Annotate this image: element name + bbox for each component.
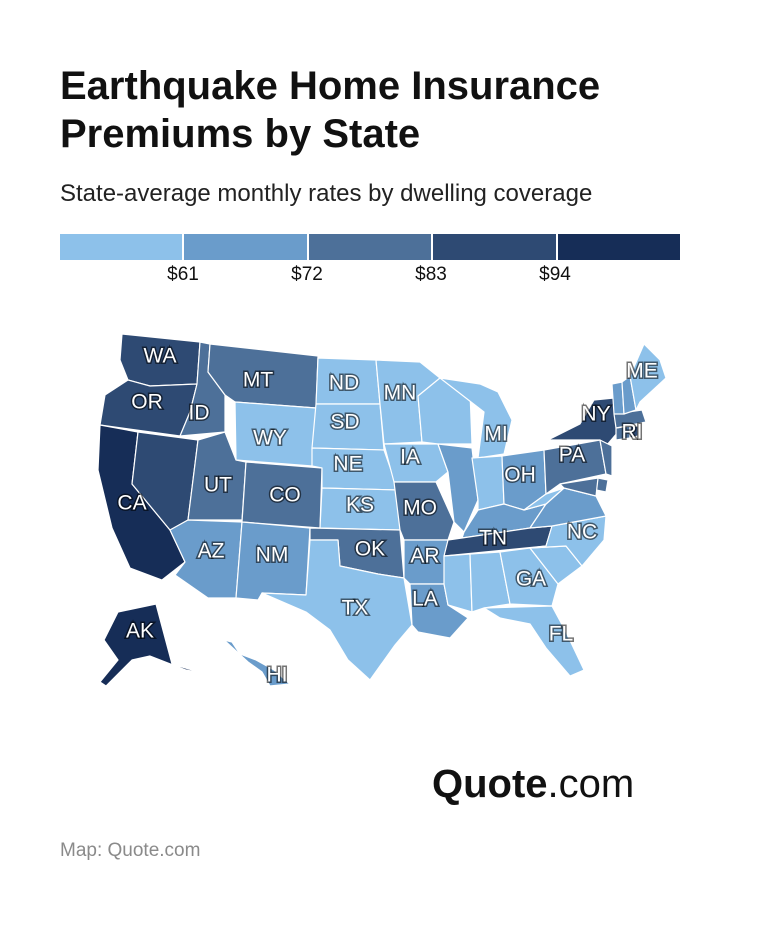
label-pa: PA bbox=[559, 444, 585, 467]
label-oh: OH bbox=[504, 464, 536, 487]
label-wy: WY bbox=[253, 427, 287, 450]
label-ga: GA bbox=[516, 568, 546, 591]
state-al[interactable] bbox=[469, 551, 511, 613]
label-tx: TX bbox=[342, 597, 369, 620]
label-az: AZ bbox=[198, 540, 225, 563]
label-ri: RI bbox=[622, 421, 643, 444]
map-svg: WA OR CA ID MT WY UT CO AZ NM ND SD NE K… bbox=[97, 333, 667, 688]
label-id: ID bbox=[189, 402, 210, 425]
label-fl: FL bbox=[549, 623, 574, 646]
label-hi: HI bbox=[267, 664, 288, 687]
label-ak: AK bbox=[126, 620, 154, 643]
state-ri[interactable] bbox=[629, 425, 639, 439]
state-ga[interactable] bbox=[499, 547, 559, 607]
state-tx[interactable] bbox=[261, 539, 413, 681]
label-sd: SD bbox=[330, 411, 359, 434]
page-subtitle: State-average monthly rates by dwelling … bbox=[60, 180, 593, 207]
label-or: OR bbox=[131, 391, 163, 414]
state-ia[interactable] bbox=[383, 443, 449, 483]
legend-tick-61: $61 bbox=[167, 264, 199, 285]
label-mt: MT bbox=[243, 369, 273, 392]
state-nj[interactable] bbox=[599, 439, 613, 477]
label-ks: KS bbox=[346, 494, 374, 517]
label-me: ME bbox=[626, 360, 658, 383]
label-wa: WA bbox=[143, 345, 176, 368]
label-mn: MN bbox=[384, 382, 417, 405]
state-md[interactable] bbox=[559, 477, 599, 497]
label-nm: NM bbox=[256, 544, 289, 567]
page-title: Earthquake Home Insurance Premiums by St… bbox=[60, 64, 601, 156]
label-ok: OK bbox=[355, 538, 385, 561]
label-nd: ND bbox=[329, 372, 359, 395]
label-tn: TN bbox=[479, 527, 507, 550]
label-mi: MI bbox=[484, 423, 507, 446]
label-ny: NY bbox=[581, 403, 610, 426]
legend-tick-94: $94 bbox=[539, 264, 571, 285]
legend-tick-72: $72 bbox=[291, 264, 323, 285]
legend-swatch-4 bbox=[433, 234, 558, 260]
legend-tick-83: $83 bbox=[415, 264, 447, 285]
label-mo: MO bbox=[403, 497, 437, 520]
label-ne: NE bbox=[333, 453, 362, 476]
state-ms[interactable] bbox=[443, 553, 473, 613]
legend-swatch-3 bbox=[308, 234, 434, 260]
source-note: Map: Quote.com bbox=[60, 840, 201, 861]
label-ar: AR bbox=[410, 545, 439, 568]
label-co: CO bbox=[269, 484, 301, 507]
state-fl[interactable] bbox=[483, 605, 585, 677]
label-ut: UT bbox=[204, 474, 232, 497]
brand-logo-light: .com bbox=[547, 762, 635, 806]
legend-swatch-5 bbox=[557, 234, 681, 260]
brand-logo-bold: Quote bbox=[432, 762, 548, 806]
label-nc: NC bbox=[567, 521, 597, 544]
state-me[interactable] bbox=[629, 343, 667, 411]
legend-swatch-1 bbox=[60, 234, 185, 260]
state-mi[interactable] bbox=[439, 377, 513, 459]
color-legend bbox=[60, 234, 681, 260]
state-hi[interactable] bbox=[223, 639, 291, 687]
state-ak[interactable] bbox=[99, 603, 207, 687]
label-la: LA bbox=[412, 588, 438, 611]
legend-swatch-2 bbox=[184, 234, 309, 260]
label-ca: CA bbox=[117, 492, 146, 515]
us-choropleth-map: WA OR CA ID MT WY UT CO AZ NM ND SD NE K… bbox=[0, 300, 760, 720]
brand-logo: Quote.com bbox=[432, 762, 634, 807]
state-pa[interactable] bbox=[543, 439, 607, 495]
label-ia: IA bbox=[400, 446, 420, 469]
